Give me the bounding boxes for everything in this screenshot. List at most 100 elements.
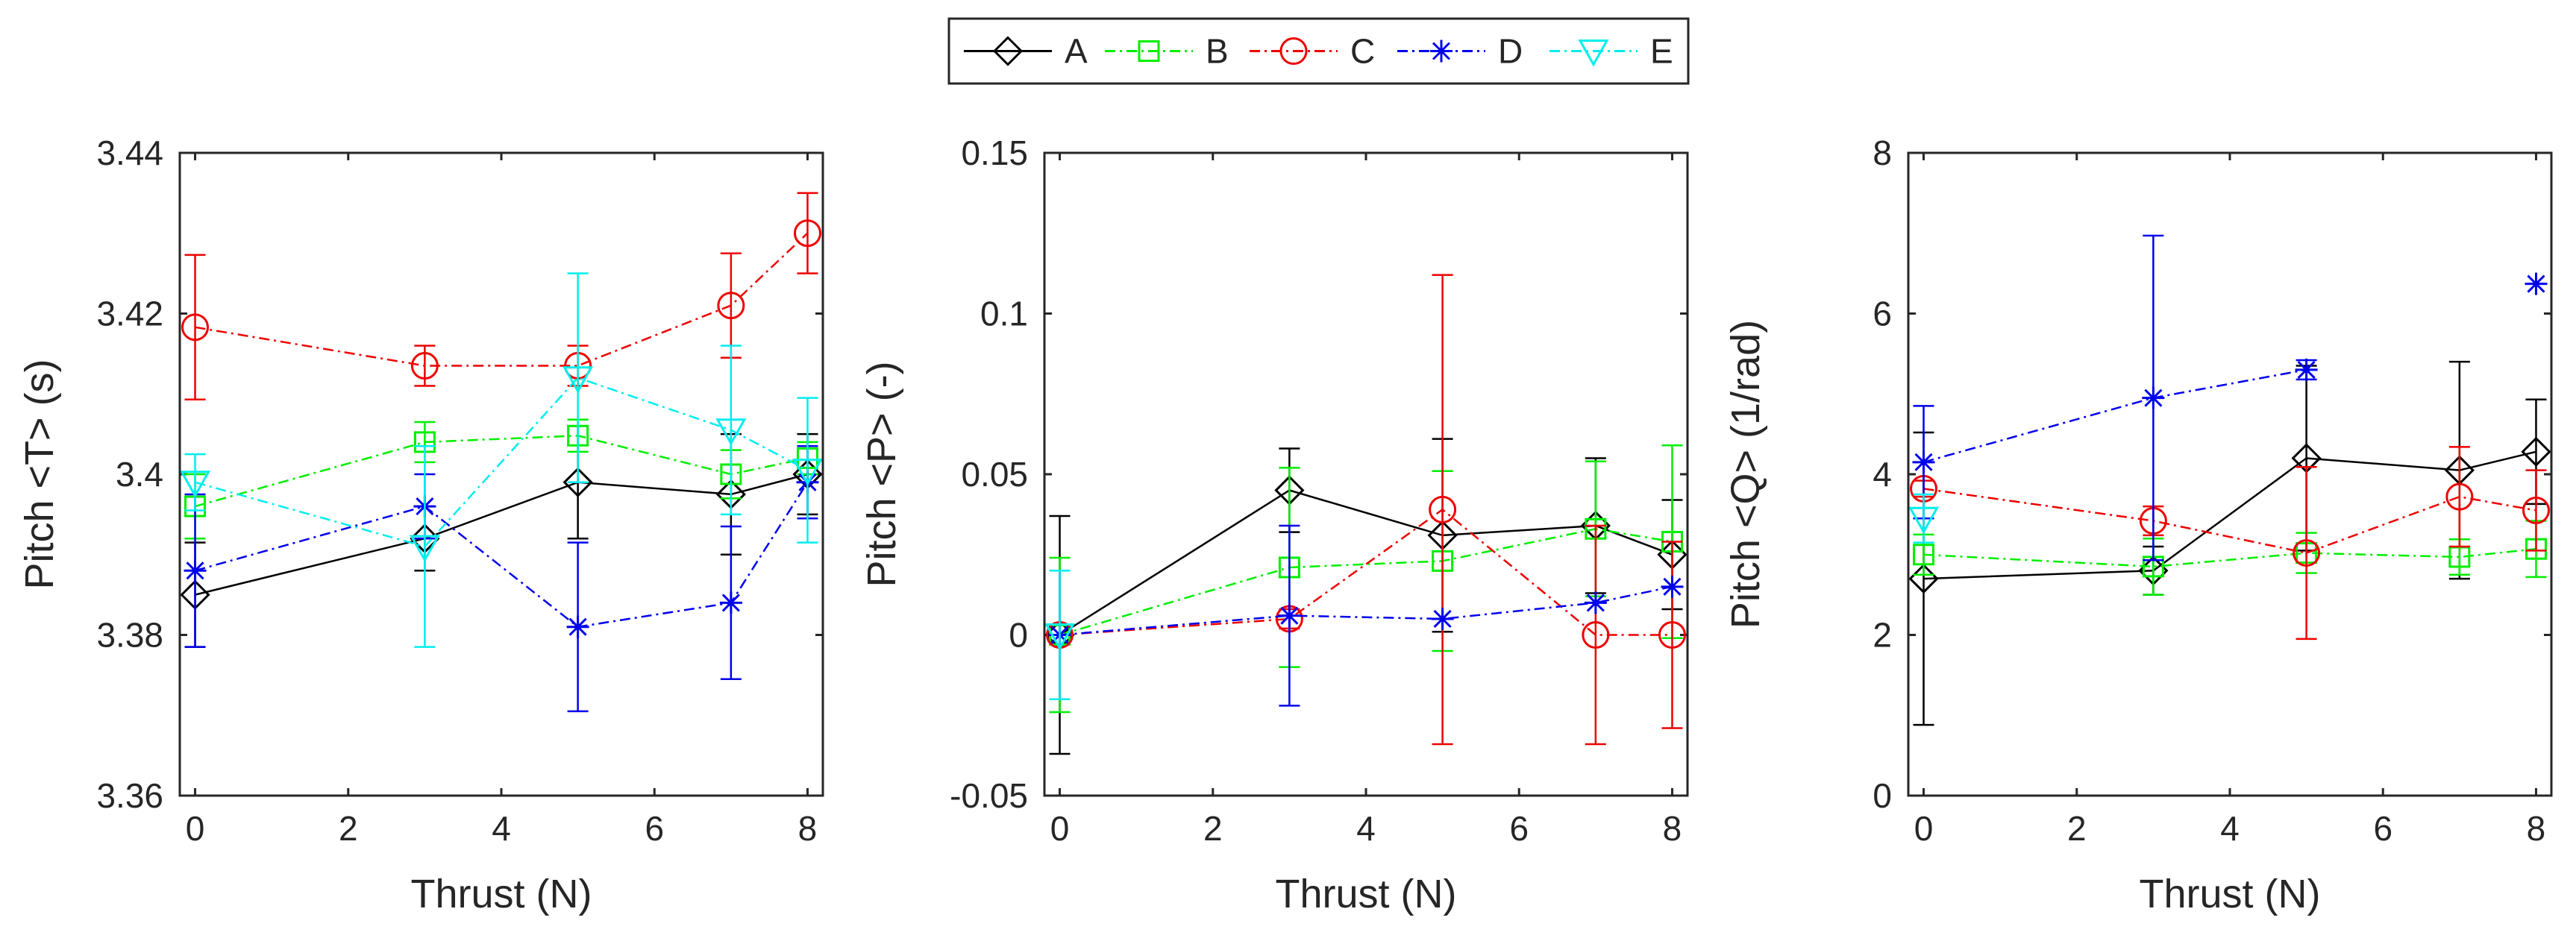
- error-bar-e: [797, 397, 818, 544]
- y-tick-label: 4: [1873, 455, 1892, 494]
- x-tick-label: 2: [339, 809, 358, 848]
- x-tick-label: 8: [798, 809, 818, 848]
- x-tick-label: 4: [1356, 809, 1376, 848]
- x-tick-label: 6: [645, 809, 664, 848]
- y-tick-label: 3.4: [116, 455, 163, 494]
- data-point-d: [1584, 591, 1607, 614]
- data-point-e: [562, 366, 594, 394]
- y-tick-label: 0.15: [961, 133, 1028, 172]
- series-c: [1046, 274, 1686, 746]
- error-bar-e: [414, 445, 436, 648]
- legend: A B C D E: [947, 17, 1690, 85]
- legend-label-a: A: [1065, 32, 1088, 71]
- data-point-d: [1431, 607, 1454, 630]
- y-tick-label: 0: [1873, 776, 1892, 815]
- error-bar-e: [720, 344, 742, 516]
- legend-label-b: B: [1206, 32, 1229, 71]
- legend-marker-d: [1430, 40, 1452, 63]
- y-tick-label: 3.36: [96, 776, 163, 815]
- x-tick-label: 8: [2527, 809, 2546, 848]
- y-tick-label: 2: [1873, 616, 1892, 655]
- error-bar-c: [2295, 466, 2317, 641]
- data-point-d: [719, 591, 742, 614]
- data-point-d: [184, 559, 207, 582]
- data-point-c: [2445, 482, 2474, 511]
- data-point-c: [410, 352, 439, 380]
- data-point-a: [562, 467, 593, 497]
- plot-frame: [178, 151, 824, 797]
- plot-area: [1044, 153, 1687, 796]
- plot-frame: [1907, 151, 2553, 797]
- x-tick-label: 4: [2220, 809, 2240, 848]
- y-tick-label: 3.38: [96, 616, 163, 655]
- data-point-e: [1908, 506, 1940, 535]
- error-bar-c: [1661, 541, 1683, 729]
- y-axis-title: Pitch <P> (-): [859, 361, 904, 587]
- series-e: [1908, 493, 1940, 544]
- data-point-d: [2295, 358, 2318, 381]
- data-point-c: [1582, 621, 1610, 649]
- data-point-c: [2293, 539, 2321, 567]
- series-line-e: [195, 377, 809, 548]
- data-point-d: [1278, 604, 1301, 627]
- y-tick-label: 3.42: [96, 295, 163, 333]
- data-point-a: [2521, 436, 2551, 467]
- data-point-d: [1912, 450, 1935, 473]
- plot-frame: [1043, 151, 1689, 797]
- data-point-c: [1658, 621, 1686, 649]
- y-tick-label: 3.44: [96, 133, 163, 172]
- legend-label-c: C: [1350, 32, 1375, 71]
- x-tick-label: 0: [1050, 809, 1070, 848]
- error-bar-c: [1585, 524, 1606, 746]
- plot-pitch-p: 0 2 4 6 8 -0.05 0 0.05 0.1 0.15 Thrust (N) Pitch <P…: [859, 133, 1689, 916]
- data-point-c: [2522, 496, 2550, 524]
- error-bar-e: [567, 272, 589, 484]
- error-bar-e: [1049, 570, 1071, 700]
- y-tick-label: 0.1: [980, 295, 1028, 333]
- series-line-c: [195, 232, 809, 367]
- data-point-d: [2525, 272, 2548, 295]
- series-line-c: [1923, 488, 2536, 554]
- error-bar-c: [2448, 446, 2470, 548]
- y-tick-label: 0.05: [961, 455, 1028, 494]
- error-bar-c: [797, 192, 818, 274]
- plot-pitch-t: 0 2 4 6 8 3.36 3.38 3.4 3.42 3.44 Thrust (N) Pitch …: [17, 133, 824, 916]
- x-tick-label: 2: [1203, 809, 1223, 848]
- data-point-e: [792, 459, 824, 486]
- x-axis-title: Thrust (N): [1276, 872, 1457, 916]
- data-point-e: [1044, 623, 1076, 651]
- x-axis-title: Thrust (N): [2140, 872, 2321, 916]
- x-tick-label: 6: [2373, 809, 2392, 848]
- y-tick-label: 6: [1873, 295, 1892, 333]
- legend-marker-e: [1578, 40, 1609, 67]
- x-tick-label: 2: [2067, 809, 2087, 848]
- error-bar-c: [184, 254, 206, 401]
- plot-area: [1908, 153, 2551, 796]
- x-tick-label: 4: [492, 809, 511, 848]
- plot-area: [180, 153, 823, 796]
- x-tick-label: 8: [1663, 809, 1682, 848]
- data-point-c: [1429, 495, 1457, 523]
- y-tick-label: 0: [1009, 616, 1028, 655]
- legend-marker-c: [1279, 37, 1308, 65]
- data-point-d: [566, 615, 589, 638]
- series-d: [1912, 234, 2548, 561]
- data-point-b: [1913, 544, 1935, 566]
- x-tick-label: 0: [186, 809, 205, 848]
- y-tick-label: 8: [1873, 133, 1892, 172]
- error-bar-c: [1432, 274, 1453, 746]
- error-bar-e: [1913, 493, 1934, 544]
- y-tick-label: -0.05: [950, 776, 1028, 815]
- data-point-e: [179, 471, 211, 498]
- legend-marker-b: [1138, 40, 1160, 62]
- plot-pitch-q: 0 2 4 6 8 0 2 4 6 8 Thrust (N) Pitch <Q> (1/rad): [1723, 133, 2553, 916]
- data-point-d: [1661, 575, 1684, 598]
- legend-label-d: D: [1498, 32, 1523, 71]
- error-bar-c: [2525, 469, 2547, 552]
- x-tick-label: 6: [1509, 809, 1529, 848]
- x-axis-title: Thrust (N): [411, 872, 592, 916]
- x-tick-label: 0: [1914, 809, 1934, 848]
- data-point-e: [715, 418, 747, 446]
- data-point-c: [181, 313, 210, 342]
